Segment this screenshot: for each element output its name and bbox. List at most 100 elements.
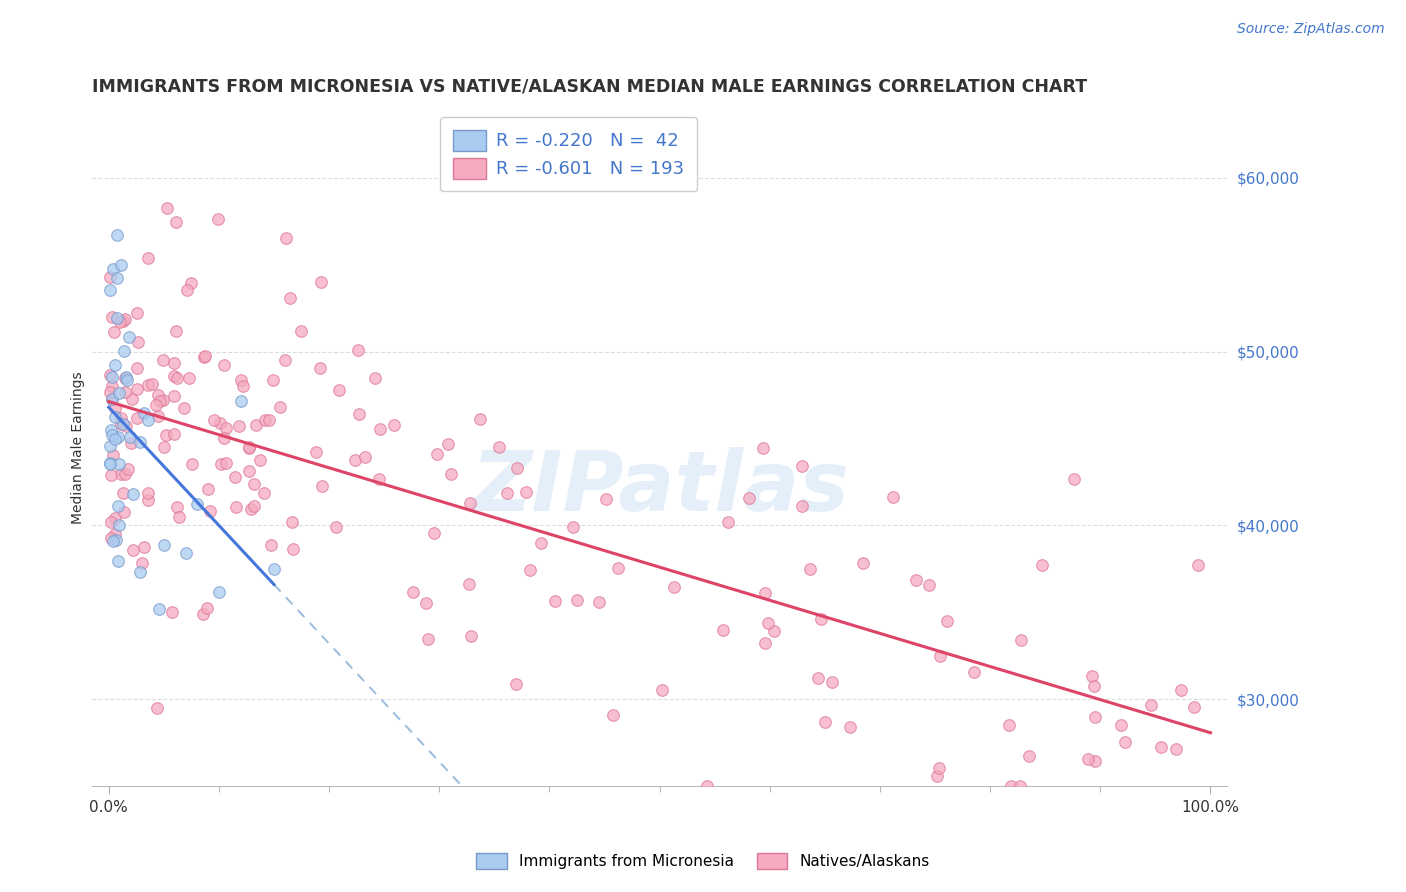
Point — [810, 612, 832, 626]
Point — [145, 398, 167, 412]
Point — [127, 335, 149, 350]
Point — [349, 407, 371, 421]
Point — [1170, 683, 1192, 698]
Point — [98, 385, 121, 400]
Point — [98, 368, 121, 383]
Point — [607, 560, 630, 574]
Point — [254, 413, 277, 427]
Point — [212, 358, 235, 372]
Legend: R = -0.220   N =  42, R = -0.601   N = 193: R = -0.220 N = 42, R = -0.601 N = 193 — [440, 117, 697, 192]
Point — [152, 441, 174, 455]
Point — [146, 409, 169, 424]
Point — [936, 615, 959, 629]
Point — [110, 417, 132, 431]
Point — [792, 500, 814, 514]
Point — [460, 629, 482, 643]
Point — [111, 486, 134, 500]
Point — [117, 462, 139, 476]
Point — [496, 486, 519, 500]
Point — [821, 675, 844, 690]
Point — [100, 392, 122, 406]
Point — [799, 562, 821, 576]
Point — [156, 202, 179, 216]
Point — [121, 392, 143, 406]
Point — [98, 439, 121, 453]
Point — [468, 412, 491, 426]
Point — [245, 417, 267, 432]
Point — [202, 413, 225, 427]
Point — [904, 573, 927, 587]
Point — [238, 464, 260, 478]
Point — [153, 538, 176, 552]
Point — [1077, 752, 1099, 766]
Point — [166, 371, 188, 385]
Point — [565, 592, 588, 607]
Point — [101, 369, 124, 384]
Point — [103, 534, 125, 549]
Point — [997, 718, 1019, 732]
Point — [152, 393, 174, 408]
Point — [325, 519, 347, 533]
Point — [114, 369, 136, 384]
Point — [165, 214, 187, 228]
Point — [238, 440, 260, 454]
Point — [368, 422, 391, 436]
Point — [179, 371, 201, 385]
Point — [125, 305, 148, 319]
Point — [928, 648, 950, 663]
Point — [262, 373, 284, 387]
Point — [125, 361, 148, 376]
Point — [1114, 735, 1136, 749]
Point — [344, 452, 367, 467]
Point — [1187, 558, 1209, 573]
Point — [209, 457, 232, 471]
Point — [197, 482, 219, 496]
Point — [519, 563, 541, 577]
Point — [367, 472, 389, 486]
Point — [928, 761, 950, 775]
Point — [193, 607, 215, 621]
Point — [458, 496, 481, 510]
Point — [263, 562, 285, 576]
Point — [120, 435, 142, 450]
Point — [131, 556, 153, 570]
Point — [108, 315, 131, 329]
Point — [107, 554, 129, 568]
Point — [148, 602, 170, 616]
Point — [416, 632, 439, 646]
Point — [165, 324, 187, 338]
Point — [243, 477, 266, 491]
Point — [602, 707, 624, 722]
Point — [530, 536, 553, 550]
Point — [127, 411, 149, 425]
Point — [231, 373, 253, 387]
Point — [176, 284, 198, 298]
Point — [112, 505, 135, 519]
Point — [101, 310, 124, 325]
Point — [186, 497, 208, 511]
Point — [215, 456, 238, 470]
Point — [1081, 668, 1104, 682]
Point — [1031, 558, 1053, 573]
Point — [136, 493, 159, 508]
Point — [807, 671, 830, 685]
Point — [105, 271, 128, 285]
Point — [160, 605, 183, 619]
Point — [882, 490, 904, 504]
Point — [1063, 471, 1085, 485]
Point — [180, 457, 202, 471]
Point — [790, 458, 813, 473]
Point — [239, 502, 262, 516]
Point — [101, 262, 124, 277]
Point — [112, 417, 135, 431]
Point — [269, 400, 291, 414]
Point — [426, 446, 449, 460]
Point — [149, 394, 172, 409]
Point — [838, 720, 860, 734]
Point — [232, 379, 254, 393]
Point — [136, 485, 159, 500]
Point — [651, 682, 673, 697]
Point — [229, 394, 252, 409]
Point — [98, 269, 121, 284]
Point — [737, 491, 759, 506]
